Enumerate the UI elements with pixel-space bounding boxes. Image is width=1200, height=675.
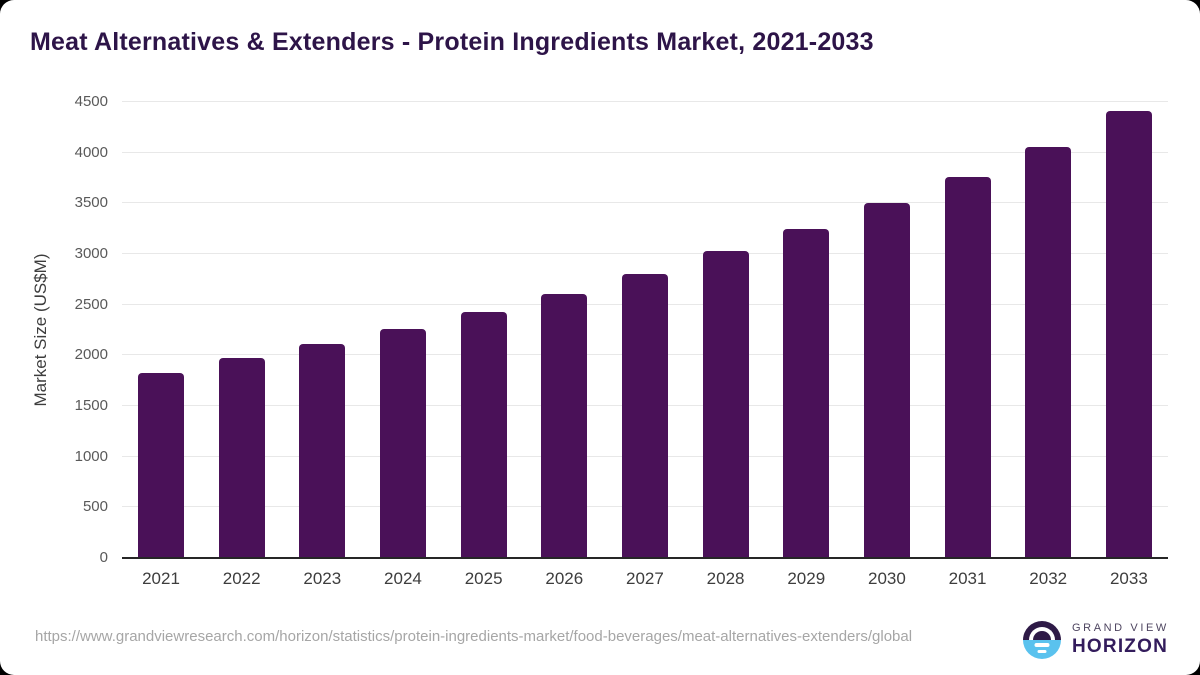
x-tick-label-2025: 2025	[464, 569, 503, 588]
x-tick-label-2027: 2027	[626, 569, 664, 588]
bar-2033	[1105, 111, 1152, 558]
y-tick-label-0: 0	[99, 549, 108, 566]
bar-2025	[460, 311, 507, 558]
gridline-4000	[122, 151, 1168, 153]
y-tick-label-4500: 4500	[74, 93, 108, 110]
y-tick-label-1000: 1000	[74, 447, 108, 465]
bar-2032	[1025, 146, 1072, 558]
plot-area: 0 500 1000 1500 2000 2500 3000 3500 4000 4500 202…	[75, 93, 1168, 588]
x-tick-label-2030: 2030	[867, 569, 906, 588]
horizon-sun-icon	[1023, 621, 1061, 659]
bar-2026	[541, 293, 588, 558]
reflection-bar-icon	[1034, 643, 1050, 647]
logo-line1: GRAND VIEW	[1072, 622, 1169, 634]
y-tick-label-3000: 3000	[74, 245, 108, 262]
x-tick-label-2031: 2031	[948, 569, 987, 588]
bar-2023	[299, 344, 346, 558]
source-url: https://www.grandviewresearch.com/horizo…	[35, 628, 913, 645]
sun-dome-icon	[1029, 627, 1055, 640]
chart-title: Meat Alternatives & Extenders - Protein …	[30, 28, 874, 56]
x-tick-label-2022: 2022	[222, 569, 261, 588]
x-axis-line	[122, 557, 1168, 559]
bars-container	[122, 102, 1168, 558]
gridline-3500	[122, 202, 1168, 204]
bar-2031	[944, 177, 991, 558]
gridline-3000	[122, 253, 1168, 254]
bar-2028	[702, 251, 749, 558]
bar-2021	[138, 372, 184, 558]
x-tick-label-2023: 2023	[303, 569, 342, 588]
x-tick-label-2029: 2029	[787, 569, 826, 588]
x-tick-label-2032: 2032	[1029, 569, 1068, 588]
y-axis-title: Market Size (US$M)	[31, 253, 50, 407]
grand-view-horizon-logo: GRAND VIEW HORIZON	[1023, 621, 1169, 659]
bar-2022	[218, 358, 265, 558]
logo-text: GRAND VIEW HORIZON	[1072, 622, 1169, 658]
gridline-4500	[122, 101, 1168, 102]
y-tick-label-2500: 2500	[74, 295, 108, 313]
bar-2029	[783, 228, 830, 558]
x-tick-label-2028: 2028	[706, 569, 745, 588]
x-axis-tick-labels: 2021 2022 2023 2024 2025 2026 2027 2028 2029 2030…	[122, 569, 1168, 589]
x-tick-label-2024: 2024	[384, 569, 422, 588]
logo-line2: HORIZON	[1072, 636, 1169, 657]
y-tick-label-2000: 2000	[74, 346, 108, 364]
y-tick-label-4000: 4000	[74, 143, 108, 161]
x-tick-label-2021: 2021	[142, 569, 180, 588]
bar-2024	[379, 329, 426, 558]
x-tick-label-2026: 2026	[545, 569, 584, 588]
y-tick-label-1500: 1500	[74, 397, 108, 414]
bar-2027	[621, 274, 668, 558]
y-tick-label-500: 500	[82, 498, 108, 516]
bar-2030	[863, 203, 910, 558]
x-tick-label-2033: 2033	[1109, 569, 1148, 588]
reflection-bar-icon	[1037, 650, 1047, 653]
y-tick-label-3500: 3500	[74, 194, 108, 212]
